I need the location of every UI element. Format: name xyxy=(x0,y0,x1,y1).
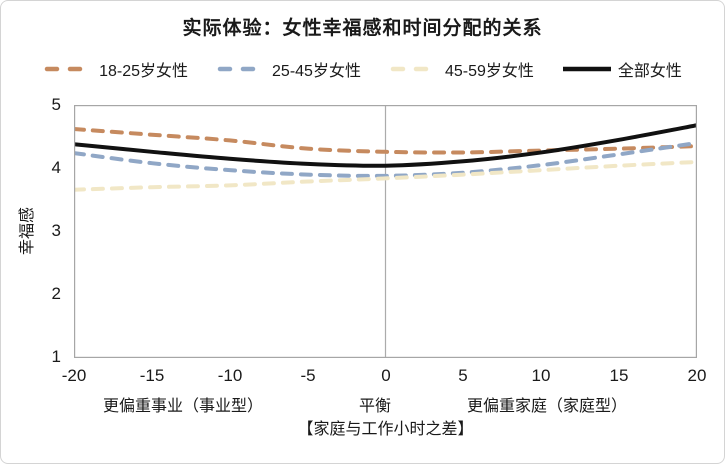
x-tick: -15 xyxy=(139,366,165,385)
x-tick: -5 xyxy=(300,366,316,385)
series-line-18-25岁女性 xyxy=(74,127,697,155)
zone-label-family: 更偏重家庭（家庭型） xyxy=(466,398,628,415)
dashed-line-swatch-icon xyxy=(390,66,438,72)
y-tick: 2 xyxy=(51,284,61,303)
series-line-45-59岁女性 xyxy=(74,159,697,192)
series-line-25-45岁女性 xyxy=(74,140,697,178)
x-tick: -20 xyxy=(61,366,87,385)
legend-label: 全部女性 xyxy=(617,63,682,80)
solid-line-swatch-icon xyxy=(562,66,611,72)
x-tick: 15 xyxy=(609,366,629,385)
zone-label-career: 更偏重事业（事业型） xyxy=(102,398,264,415)
series-line-全部女性 xyxy=(74,123,697,168)
chart-title: 实际体验：女性幸福感和时间分配的关系 xyxy=(182,18,543,39)
legend-item-age-25-45: 25-45岁女性 xyxy=(216,57,361,81)
x-tick: 10 xyxy=(531,366,551,385)
chart-legend: 18-25岁女性 25-45岁女性 45-59岁女性 全部女性 xyxy=(1,57,724,81)
x-tick: 0 xyxy=(381,366,391,385)
plot-border xyxy=(74,105,697,358)
x-tick: 20 xyxy=(687,366,707,385)
x-axis-ticks: -20 -15 -10 -5 0 5 10 15 20 xyxy=(1,366,724,386)
legend-item-all-women: 全部女性 xyxy=(562,57,682,81)
plot-area xyxy=(74,105,697,358)
dashed-line-swatch-icon xyxy=(44,66,92,72)
x-tick: 5 xyxy=(458,366,468,385)
x-axis-zone-labels: 更偏重事业（事业型） 平衡 更偏重家庭（家庭型） xyxy=(1,392,724,415)
y-tick: 3 xyxy=(51,221,61,240)
y-tick: 5 xyxy=(51,95,61,114)
x-axis-title: 【家庭与工作小时之差】 xyxy=(297,421,474,438)
zone-label-balance: 平衡 xyxy=(358,398,392,415)
y-tick: 4 xyxy=(51,158,61,177)
legend-item-age-45-59: 45-59岁女性 xyxy=(389,57,534,81)
legend-label: 45-59岁女性 xyxy=(444,63,534,80)
legend-label: 18-25岁女性 xyxy=(99,63,189,80)
legend-label: 25-45岁女性 xyxy=(272,63,361,80)
y-axis-ticks: 5 4 3 2 1 xyxy=(27,1,61,463)
y-tick: 1 xyxy=(51,347,61,366)
x-tick: -10 xyxy=(217,366,243,385)
dashed-line-swatch-icon xyxy=(217,66,265,72)
legend-item-age-18-25: 18-25岁女性 xyxy=(43,57,188,81)
